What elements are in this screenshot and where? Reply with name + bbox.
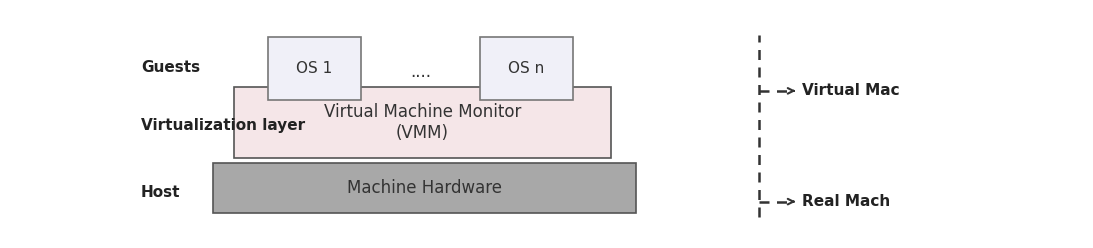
FancyBboxPatch shape [268,37,361,100]
Text: Guests: Guests [141,61,200,75]
FancyBboxPatch shape [234,87,611,158]
Text: Virtual Mac: Virtual Mac [801,83,900,98]
FancyBboxPatch shape [480,37,573,100]
Text: ....: .... [410,63,431,81]
Text: OS 1: OS 1 [296,62,332,76]
FancyBboxPatch shape [213,163,636,213]
Text: Virtual Machine Monitor
(VMM): Virtual Machine Monitor (VMM) [324,103,521,142]
Text: Virtualization layer: Virtualization layer [141,118,305,133]
Text: OS n: OS n [508,62,544,76]
Text: Machine Hardware: Machine Hardware [348,179,502,197]
Text: Real Mach: Real Mach [801,194,890,209]
Text: Host: Host [141,185,180,200]
